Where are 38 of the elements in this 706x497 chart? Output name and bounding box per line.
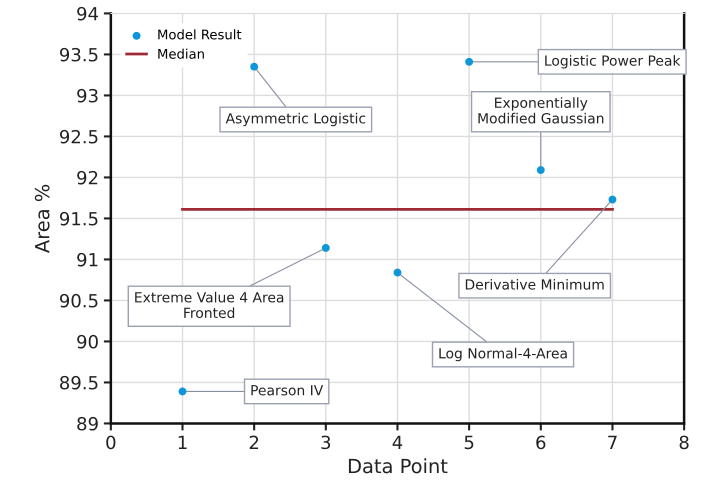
annotation: Exponentially Modified Gaussian [478, 97, 604, 124]
point [608, 196, 616, 204]
legend-label: Median [158, 48, 204, 59]
point [178, 388, 186, 396]
point [250, 62, 258, 71]
x-tick-label: 4 [392, 436, 402, 449]
y-tick-label: 94 [77, 6, 98, 21]
point [394, 268, 402, 277]
point [322, 244, 330, 252]
x-tick-label: 6 [536, 436, 546, 450]
annotation: Derivative Minimum [466, 278, 604, 290]
x-tick-label: 1 [178, 436, 187, 449]
annotation: Logistic Power Peak [545, 55, 680, 69]
x-tick-label: 0 [106, 436, 116, 450]
x-tick-label: 8 [680, 436, 689, 450]
annotation: Log Normal-4-Area [439, 348, 567, 362]
annotation: Extreme Value 4 Area Fronted [135, 292, 284, 318]
x-tick-label: 7 [608, 436, 617, 449]
y-tick-label: 91.5 [60, 212, 98, 226]
annotation: Asymmetric Logistic [226, 112, 366, 126]
y-tick-label: 93.5 [60, 48, 98, 62]
point [536, 166, 545, 174]
y-tick-label: 93 [77, 88, 98, 103]
y-axis-title: Area % [34, 184, 50, 253]
y-tick-label: 91 [77, 252, 98, 267]
point [465, 58, 474, 66]
y-tick-label: 90.5 [60, 294, 98, 308]
y-tick-label: 92.5 [60, 130, 98, 144]
y-tick-label: 92 [77, 170, 98, 185]
x-tick-label: 5 [464, 436, 474, 450]
x-tick-label: 2 [250, 436, 258, 449]
x-axis-title: Data Point [348, 458, 448, 474]
x-tick-label: 3 [321, 436, 330, 450]
y-tick-label: 90 [77, 334, 98, 349]
y-tick-label: 89.5 [60, 376, 98, 390]
annotation: Pearson IV [251, 385, 324, 396]
y-tick-label: 89 [77, 416, 98, 431]
legend-label: Model Result [158, 29, 242, 40]
